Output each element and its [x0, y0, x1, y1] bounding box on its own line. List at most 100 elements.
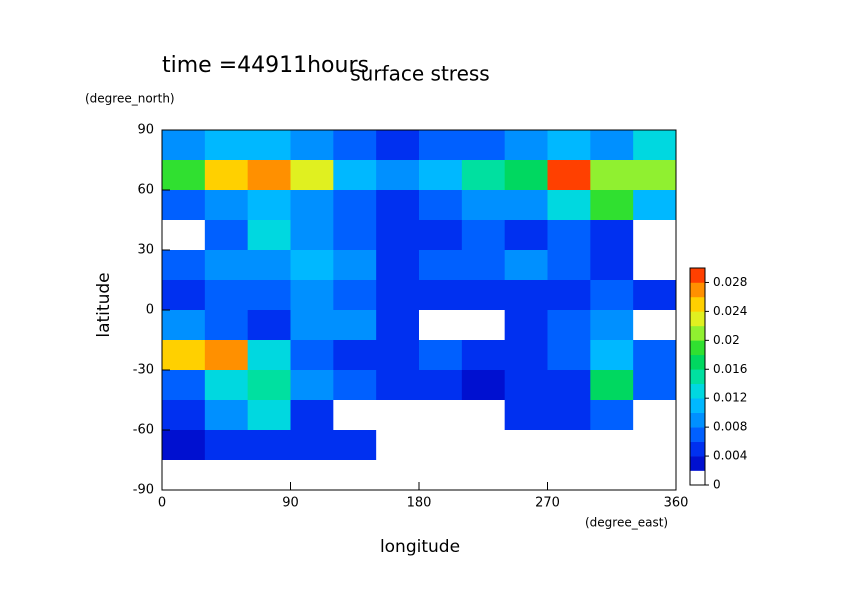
contour-cell: [247, 190, 291, 221]
contour-cell: [162, 460, 206, 491]
contour-cell: [333, 250, 377, 281]
contour-cell: [547, 220, 591, 251]
contour-cell: [633, 250, 677, 281]
colorbar-swatch: [690, 354, 705, 370]
y-tick-label: 90: [137, 123, 154, 138]
contour-cell: [590, 460, 634, 491]
colorbar-swatch: [690, 282, 705, 298]
contour-cell: [247, 220, 291, 251]
contour-cell: [333, 220, 377, 251]
contour-cell: [247, 310, 291, 341]
contour-cell: [504, 430, 548, 461]
contour-cell: [204, 160, 249, 191]
colorbar-swatch: [690, 470, 705, 486]
contour-cell: [547, 460, 591, 491]
contour-cell: [290, 160, 334, 191]
contour-cell: [376, 280, 420, 311]
contour-cell: [547, 340, 591, 371]
contour-cell: [290, 130, 334, 161]
contour-cell: [504, 220, 548, 251]
colorbar-tick-label: 0.024: [713, 304, 747, 318]
contour-cell: [504, 460, 548, 491]
contour-cell: [590, 430, 634, 461]
contour-cell: [633, 130, 677, 161]
contour-cell: [290, 400, 334, 431]
chart-title: surface stress: [350, 62, 489, 86]
contour-cell: [162, 190, 206, 221]
colorbar-swatch: [690, 325, 705, 341]
colorbar-swatch: [690, 412, 705, 428]
contour-cell: [504, 160, 548, 191]
contour-cell: [376, 190, 420, 221]
contour-cell: [547, 280, 591, 311]
contour-cell: [290, 190, 334, 221]
contour-cell: [590, 220, 634, 251]
contour-cell: [547, 130, 591, 161]
x-tick-label: 90: [282, 496, 299, 511]
contour-cell: [204, 190, 249, 221]
x-axis-label: longitude: [380, 537, 460, 557]
y-tick-label: 0: [146, 303, 154, 318]
contour-cell: [333, 460, 377, 491]
contour-cell: [419, 220, 463, 251]
colorbar-swatch: [690, 296, 705, 312]
contour-cell: [590, 370, 634, 401]
contour-cell: [547, 400, 591, 431]
contour-cell: [504, 310, 548, 341]
contour-cell: [461, 340, 506, 371]
contour-cell: [162, 400, 206, 431]
contour-cell: [376, 250, 420, 281]
contour-cell: [461, 160, 506, 191]
contour-cell: [204, 370, 249, 401]
contour-cell: [461, 280, 506, 311]
contour-cell: [547, 250, 591, 281]
contour-cell: [162, 340, 206, 371]
contour-cell: [204, 310, 249, 341]
contour-cell: [204, 280, 249, 311]
contour-cell: [419, 160, 463, 191]
contour-cell: [290, 430, 334, 461]
contour-cell: [590, 160, 634, 191]
contour-cell: [204, 460, 249, 491]
colorbar-swatch: [690, 340, 705, 356]
contour-cell: [376, 400, 420, 431]
x-tick-label: 0: [158, 496, 166, 511]
contour-cell: [247, 430, 291, 461]
contour-cell: [376, 160, 420, 191]
contour-cell: [290, 460, 334, 491]
contour-cell: [162, 220, 206, 251]
contour-cell: [204, 340, 249, 371]
contour-cell: [247, 160, 291, 191]
contour-cell: [504, 370, 548, 401]
contour-cell: [633, 430, 677, 461]
contour-cell: [504, 400, 548, 431]
contour-cell: [633, 190, 677, 221]
contour-cell: [247, 130, 291, 161]
contour-cell: [290, 370, 334, 401]
y-axis-label: latitude: [94, 272, 114, 337]
contour-cell: [419, 190, 463, 221]
contour-cell: [333, 130, 377, 161]
contour-cell: [461, 370, 506, 401]
contour-cell: [419, 340, 463, 371]
contour-cell: [162, 430, 206, 461]
contour-cell: [162, 310, 206, 341]
contour-cell: [333, 400, 377, 431]
contour-cell: [247, 400, 291, 431]
colorbar-swatch: [690, 456, 705, 471]
contour-cell: [290, 340, 334, 371]
y-tick-label: 60: [137, 183, 154, 198]
contour-cell: [504, 190, 548, 221]
contour-cell: [333, 370, 377, 401]
colorbar-swatch: [690, 383, 705, 399]
contour-cell: [461, 130, 506, 161]
contour-cell: [162, 280, 206, 311]
contour-cell: [376, 370, 420, 401]
contour-cell: [504, 340, 548, 371]
contour-cell: [590, 190, 634, 221]
contour-cell: [419, 280, 463, 311]
contour-cell: [247, 280, 291, 311]
x-tick-label: 180: [407, 496, 432, 511]
contour-cell: [504, 250, 548, 281]
colorbar-swatch: [690, 268, 705, 283]
